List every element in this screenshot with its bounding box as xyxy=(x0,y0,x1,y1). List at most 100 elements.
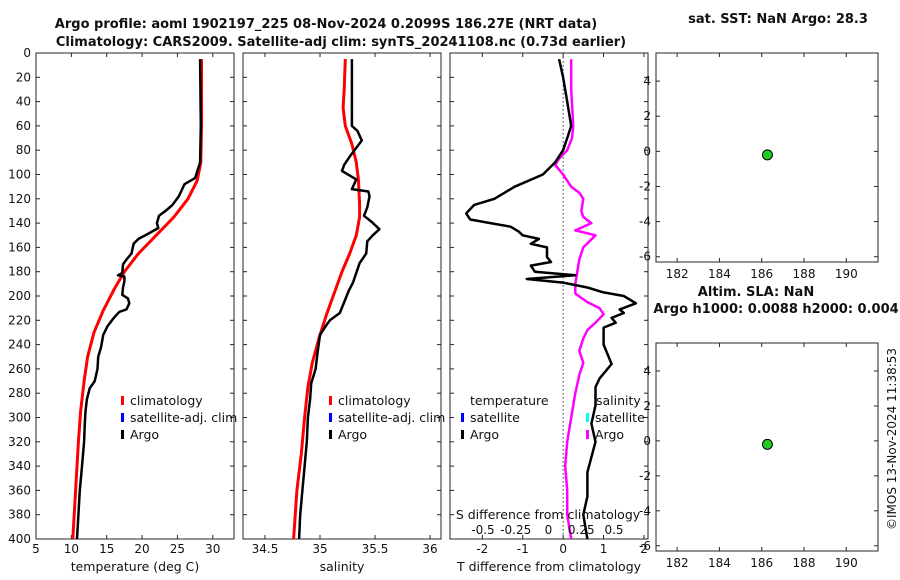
sst-title: sat. SST: NaN Argo: 28.3 xyxy=(688,12,868,27)
diff-legend-temperature-heading: temperature xyxy=(470,393,549,408)
sst-argo-marker xyxy=(761,149,773,161)
sla-title2: Argo h1000: 0.0088 h2000: 0.004 xyxy=(653,302,898,317)
depth-tick-label: 40 xyxy=(16,95,31,109)
diff-legend-s-argo-swatch xyxy=(586,430,589,439)
diff-legend-t-argo-swatch xyxy=(461,430,464,439)
sst-xtick-label: 188 xyxy=(793,267,816,281)
sal-legend-satellite: satellite-adj. clim xyxy=(338,410,445,425)
sst-ytick-label: -2 xyxy=(639,179,651,193)
depth-tick-label: 80 xyxy=(16,143,31,157)
depth-tick-label: 160 xyxy=(8,240,31,254)
diff-legend-t-argo: Argo xyxy=(470,427,499,442)
temp-xtick-label: 10 xyxy=(64,542,79,556)
sal-legend-climatology: climatology xyxy=(338,393,411,408)
diff-xtick-label: 1 xyxy=(600,542,608,556)
depth-tick-label: 140 xyxy=(8,216,31,230)
sal-xtick-label: 35 xyxy=(312,542,327,556)
sla-title1: Altim. SLA: NaN xyxy=(698,285,814,300)
depth-tick-label: 400 xyxy=(8,532,31,546)
sla-ytick-label: 4 xyxy=(643,364,651,378)
temp-climatology-line xyxy=(71,59,203,540)
depth-tick-label: 200 xyxy=(8,289,31,303)
sla-ytick-label: 2 xyxy=(643,399,651,413)
sla-panel: -6 -4 -2 0 2 4 182 184 186 188 190 xyxy=(639,342,879,570)
depth-tick-label: 0 xyxy=(23,46,31,60)
diff-legend-salinity-heading: salinity xyxy=(596,393,641,408)
sst-xtick-label: 190 xyxy=(835,267,858,281)
depth-tick-label: 300 xyxy=(8,411,31,425)
sla-xtick-label: 184 xyxy=(708,556,731,570)
sst-xtick-label: 182 xyxy=(666,267,689,281)
depth-tick-label: 360 xyxy=(8,483,31,497)
depth-tick-label: 120 xyxy=(8,192,31,206)
sst-ytick-label: -4 xyxy=(639,215,651,229)
depth-tick-label: 20 xyxy=(16,70,31,84)
temp-legend-climatology: climatology xyxy=(130,393,203,408)
diff-xtick-label: -1 xyxy=(517,542,529,556)
depth-tick-label: 100 xyxy=(8,168,31,182)
diff-legend-s-satellite-swatch xyxy=(586,413,589,422)
sla-ytick-label: -4 xyxy=(639,504,651,518)
depth-tick-label: 320 xyxy=(8,435,31,449)
sal-climatology-line xyxy=(292,59,362,540)
depth-tick-label: 280 xyxy=(8,386,31,400)
diff-s-xtick-label: -0.5 xyxy=(471,523,494,537)
sal-xtick-label: 35.5 xyxy=(362,542,389,556)
sal-legend-argo: Argo xyxy=(338,427,367,442)
sla-argo-marker xyxy=(761,438,773,450)
temp-xtick-label: 5 xyxy=(32,542,40,556)
sst-panel: -6 -4 -2 0 2 4 182 184 186 188 190 xyxy=(639,52,879,281)
diff-temperature-argo-line xyxy=(464,58,638,540)
sst-xtick-label: 186 xyxy=(750,267,773,281)
diff-xtick-label: 2 xyxy=(640,542,648,556)
temp-xlabel: temperature (deg C) xyxy=(71,559,200,574)
sla-axes-box xyxy=(655,342,879,552)
sst-ytick-label: -6 xyxy=(639,250,651,264)
sal-argo-line xyxy=(297,59,381,540)
sst-xtick-label: 184 xyxy=(708,267,731,281)
sla-xtick-label: 182 xyxy=(666,556,689,570)
sal-xlabel: salinity xyxy=(320,559,365,574)
temp-argo-line xyxy=(75,59,203,540)
diff-legend-t-satellite: satellite xyxy=(470,410,520,425)
temp-xtick-label: 30 xyxy=(205,542,220,556)
temp-legend-argo: Argo xyxy=(130,427,159,442)
imos-timestamp: ©IMOS 13-Nov-2024 11:38:53 xyxy=(885,348,899,530)
sla-ytick-label: -2 xyxy=(639,469,651,483)
sst-ytick-label: 4 xyxy=(643,74,651,88)
depth-tick-label: 180 xyxy=(8,265,31,279)
temperature-panel: 0 20 40 60 80 100 120 140 160 180 200 220 240 260 280 3… xyxy=(8,46,237,574)
diff-legend-s-argo: Argo xyxy=(595,427,624,442)
diff-s-xtick-label: 0 xyxy=(545,523,553,537)
temp-xtick-label: 20 xyxy=(134,542,149,556)
depth-tick-label: 240 xyxy=(8,338,31,352)
depth-tick-label: 380 xyxy=(8,508,31,522)
sst-ytick-label: 0 xyxy=(643,144,651,158)
depth-tick-label: 220 xyxy=(8,313,31,327)
diff-legend-s-satellite: satellite xyxy=(595,410,645,425)
diff-xlabel: T difference from climatology xyxy=(456,559,642,574)
sal-xtick-label: 34.5 xyxy=(252,542,279,556)
sla-ytick-label: -6 xyxy=(639,539,651,553)
difference-panel: -2 -1 0 1 2 T difference from climatology S di… xyxy=(449,52,649,574)
depth-tick-label: 340 xyxy=(8,459,31,473)
title-line2: Climatology: CARS2009. Satellite-adj cli… xyxy=(56,35,626,50)
sst-axes-box xyxy=(655,52,879,263)
temp-xtick-label: 25 xyxy=(170,542,185,556)
sal-legend-argo-swatch xyxy=(329,430,332,439)
diff-s-xtick-label: -0.25 xyxy=(500,523,531,537)
diff-s-xtick-label: 0.25 xyxy=(568,523,595,537)
sla-xtick-label: 190 xyxy=(835,556,858,570)
diff-salinity-argo-line xyxy=(553,59,605,540)
temp-axes-box xyxy=(35,52,235,540)
sla-ytick-label: 0 xyxy=(643,434,651,448)
temp-legend-climatology-swatch xyxy=(121,396,124,405)
sla-xtick-label: 188 xyxy=(793,556,816,570)
sal-legend-climatology-swatch xyxy=(329,396,332,405)
sla-xtick-label: 186 xyxy=(750,556,773,570)
temp-xtick-label: 15 xyxy=(99,542,114,556)
salinity-panel: 34.5 35 35.5 36 salinity climatology satellite… xyxy=(242,52,445,574)
title-line1: Argo profile: aoml 1902197_225 08-Nov-20… xyxy=(55,17,597,32)
sal-xtick-label: 36 xyxy=(422,542,437,556)
sal-legend-satellite-swatch xyxy=(329,413,332,422)
